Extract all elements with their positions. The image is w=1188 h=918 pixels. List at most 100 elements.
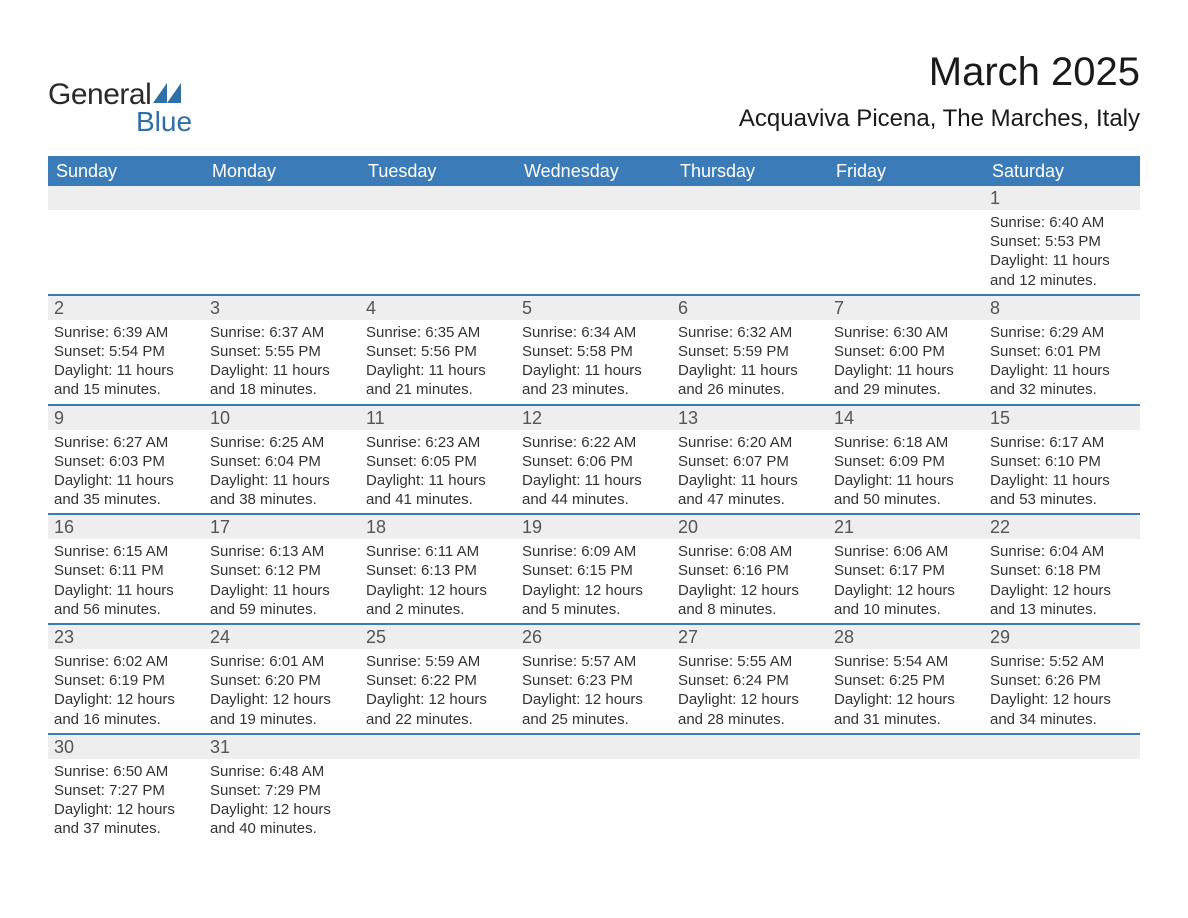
week-row: 1Sunrise: 6:40 AMSunset: 5:53 PMDaylight… xyxy=(48,186,1140,295)
day-header: Monday xyxy=(204,156,360,186)
day-cell: 8Sunrise: 6:29 AMSunset: 6:01 PMDaylight… xyxy=(984,295,1140,405)
day-cell: 4Sunrise: 6:35 AMSunset: 5:56 PMDaylight… xyxy=(360,295,516,405)
day-cell: 26Sunrise: 5:57 AMSunset: 6:23 PMDayligh… xyxy=(516,624,672,734)
day-body: Sunrise: 6:23 AMSunset: 6:05 PMDaylight:… xyxy=(360,430,516,514)
day-number: 28 xyxy=(828,625,984,649)
day-number: 2 xyxy=(48,296,204,320)
day-number: 13 xyxy=(672,406,828,430)
day-number xyxy=(828,186,984,210)
day-body: Sunrise: 6:18 AMSunset: 6:09 PMDaylight:… xyxy=(828,430,984,514)
day-cell: 19Sunrise: 6:09 AMSunset: 6:15 PMDayligh… xyxy=(516,514,672,624)
day-cell: 16Sunrise: 6:15 AMSunset: 6:11 PMDayligh… xyxy=(48,514,204,624)
day-number xyxy=(828,735,984,759)
day-number: 30 xyxy=(48,735,204,759)
calendar-header-row: SundayMondayTuesdayWednesdayThursdayFrid… xyxy=(48,156,1140,186)
day-cell: 2Sunrise: 6:39 AMSunset: 5:54 PMDaylight… xyxy=(48,295,204,405)
day-cell xyxy=(516,186,672,295)
day-number: 26 xyxy=(516,625,672,649)
day-body: Sunrise: 6:50 AMSunset: 7:27 PMDaylight:… xyxy=(48,759,204,843)
day-cell: 21Sunrise: 6:06 AMSunset: 6:17 PMDayligh… xyxy=(828,514,984,624)
day-number xyxy=(360,186,516,210)
day-number: 21 xyxy=(828,515,984,539)
day-body xyxy=(360,210,516,290)
day-number xyxy=(204,186,360,210)
day-cell: 24Sunrise: 6:01 AMSunset: 6:20 PMDayligh… xyxy=(204,624,360,734)
day-body: Sunrise: 6:02 AMSunset: 6:19 PMDaylight:… xyxy=(48,649,204,733)
day-cell: 9Sunrise: 6:27 AMSunset: 6:03 PMDaylight… xyxy=(48,405,204,515)
day-body: Sunrise: 6:17 AMSunset: 6:10 PMDaylight:… xyxy=(984,430,1140,514)
day-number xyxy=(984,735,1140,759)
day-cell: 27Sunrise: 5:55 AMSunset: 6:24 PMDayligh… xyxy=(672,624,828,734)
day-cell: 1Sunrise: 6:40 AMSunset: 5:53 PMDaylight… xyxy=(984,186,1140,295)
day-body: Sunrise: 6:01 AMSunset: 6:20 PMDaylight:… xyxy=(204,649,360,733)
day-body: Sunrise: 5:52 AMSunset: 6:26 PMDaylight:… xyxy=(984,649,1140,733)
day-cell xyxy=(204,186,360,295)
day-cell: 22Sunrise: 6:04 AMSunset: 6:18 PMDayligh… xyxy=(984,514,1140,624)
day-cell: 17Sunrise: 6:13 AMSunset: 6:12 PMDayligh… xyxy=(204,514,360,624)
day-body xyxy=(360,759,516,839)
day-cell xyxy=(48,186,204,295)
day-body: Sunrise: 6:39 AMSunset: 5:54 PMDaylight:… xyxy=(48,320,204,404)
day-cell: 31Sunrise: 6:48 AMSunset: 7:29 PMDayligh… xyxy=(204,734,360,843)
day-cell: 13Sunrise: 6:20 AMSunset: 6:07 PMDayligh… xyxy=(672,405,828,515)
day-cell xyxy=(360,734,516,843)
day-header: Wednesday xyxy=(516,156,672,186)
day-body: Sunrise: 6:40 AMSunset: 5:53 PMDaylight:… xyxy=(984,210,1140,294)
day-cell: 25Sunrise: 5:59 AMSunset: 6:22 PMDayligh… xyxy=(360,624,516,734)
week-row: 9Sunrise: 6:27 AMSunset: 6:03 PMDaylight… xyxy=(48,405,1140,515)
day-number: 23 xyxy=(48,625,204,649)
day-body xyxy=(204,210,360,290)
day-body xyxy=(672,759,828,839)
day-number xyxy=(516,735,672,759)
day-cell: 20Sunrise: 6:08 AMSunset: 6:16 PMDayligh… xyxy=(672,514,828,624)
day-body: Sunrise: 5:57 AMSunset: 6:23 PMDaylight:… xyxy=(516,649,672,733)
day-cell: 5Sunrise: 6:34 AMSunset: 5:58 PMDaylight… xyxy=(516,295,672,405)
day-body: Sunrise: 6:25 AMSunset: 6:04 PMDaylight:… xyxy=(204,430,360,514)
day-cell: 3Sunrise: 6:37 AMSunset: 5:55 PMDaylight… xyxy=(204,295,360,405)
day-number: 14 xyxy=(828,406,984,430)
flag-icon xyxy=(153,83,181,108)
day-number: 8 xyxy=(984,296,1140,320)
day-body xyxy=(828,210,984,290)
day-cell xyxy=(828,734,984,843)
day-cell: 14Sunrise: 6:18 AMSunset: 6:09 PMDayligh… xyxy=(828,405,984,515)
day-body: Sunrise: 6:22 AMSunset: 6:06 PMDaylight:… xyxy=(516,430,672,514)
day-number: 29 xyxy=(984,625,1140,649)
day-body: Sunrise: 5:55 AMSunset: 6:24 PMDaylight:… xyxy=(672,649,828,733)
day-body: Sunrise: 5:54 AMSunset: 6:25 PMDaylight:… xyxy=(828,649,984,733)
week-row: 2Sunrise: 6:39 AMSunset: 5:54 PMDaylight… xyxy=(48,295,1140,405)
day-body: Sunrise: 6:20 AMSunset: 6:07 PMDaylight:… xyxy=(672,430,828,514)
week-row: 23Sunrise: 6:02 AMSunset: 6:19 PMDayligh… xyxy=(48,624,1140,734)
day-cell xyxy=(828,186,984,295)
day-number: 31 xyxy=(204,735,360,759)
day-number: 7 xyxy=(828,296,984,320)
day-cell: 28Sunrise: 5:54 AMSunset: 6:25 PMDayligh… xyxy=(828,624,984,734)
day-number: 3 xyxy=(204,296,360,320)
day-number: 19 xyxy=(516,515,672,539)
day-header: Saturday xyxy=(984,156,1140,186)
day-body: Sunrise: 6:30 AMSunset: 6:00 PMDaylight:… xyxy=(828,320,984,404)
day-number: 16 xyxy=(48,515,204,539)
week-row: 30Sunrise: 6:50 AMSunset: 7:27 PMDayligh… xyxy=(48,734,1140,843)
day-number: 5 xyxy=(516,296,672,320)
day-body: Sunrise: 6:15 AMSunset: 6:11 PMDaylight:… xyxy=(48,539,204,623)
day-cell xyxy=(984,734,1140,843)
day-body: Sunrise: 6:29 AMSunset: 6:01 PMDaylight:… xyxy=(984,320,1140,404)
day-body: Sunrise: 6:48 AMSunset: 7:29 PMDaylight:… xyxy=(204,759,360,843)
day-number: 1 xyxy=(984,186,1140,210)
day-number: 25 xyxy=(360,625,516,649)
day-number: 12 xyxy=(516,406,672,430)
day-cell: 15Sunrise: 6:17 AMSunset: 6:10 PMDayligh… xyxy=(984,405,1140,515)
day-body xyxy=(984,759,1140,839)
week-row: 16Sunrise: 6:15 AMSunset: 6:11 PMDayligh… xyxy=(48,514,1140,624)
day-body xyxy=(516,759,672,839)
day-body: Sunrise: 6:27 AMSunset: 6:03 PMDaylight:… xyxy=(48,430,204,514)
day-cell xyxy=(516,734,672,843)
day-body: Sunrise: 6:32 AMSunset: 5:59 PMDaylight:… xyxy=(672,320,828,404)
day-number: 9 xyxy=(48,406,204,430)
day-cell: 10Sunrise: 6:25 AMSunset: 6:04 PMDayligh… xyxy=(204,405,360,515)
day-number xyxy=(672,186,828,210)
day-number: 17 xyxy=(204,515,360,539)
day-header: Thursday xyxy=(672,156,828,186)
day-header: Tuesday xyxy=(360,156,516,186)
